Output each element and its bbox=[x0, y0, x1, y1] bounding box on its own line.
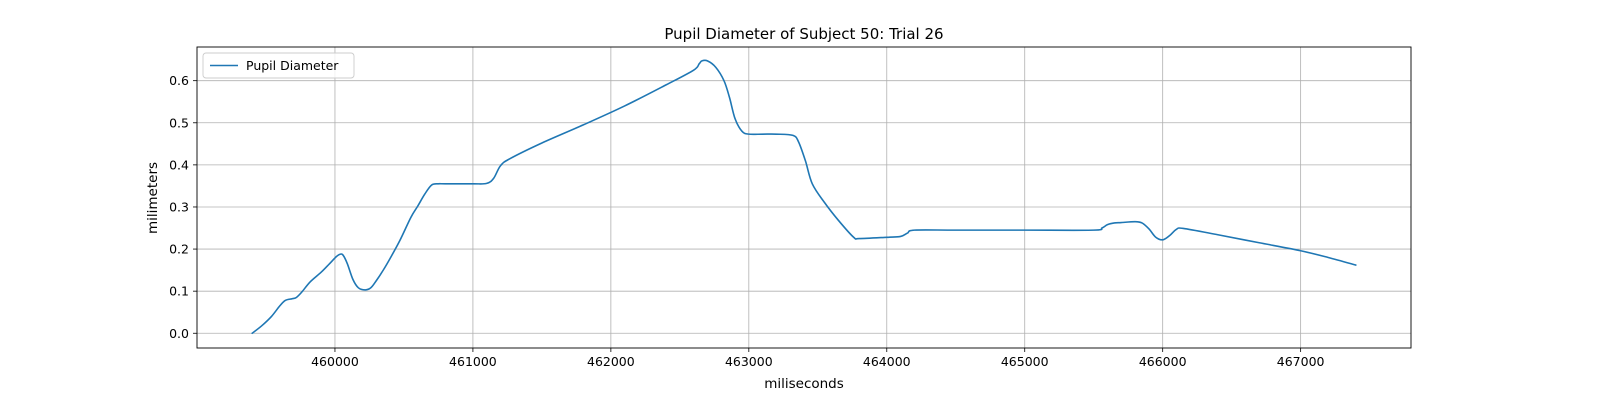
legend: Pupil Diameter bbox=[202, 52, 355, 79]
y-tick-label: 0.0 bbox=[169, 326, 189, 341]
y-tick-label: 0.2 bbox=[169, 242, 189, 257]
series-line-pupil-diameter bbox=[251, 59, 1357, 335]
grid-lines bbox=[197, 47, 1411, 348]
y-axis-ticks: 0.0 0.1 0.2 0.3 0.4 0.5 0.6 bbox=[169, 73, 197, 341]
x-tick-label: 465000 bbox=[1001, 354, 1049, 369]
legend-label: Pupil Diameter bbox=[246, 58, 339, 73]
x-tick-label: 460000 bbox=[311, 354, 359, 369]
plot-area-frame bbox=[196, 46, 1412, 349]
y-tick-label: 0.6 bbox=[169, 73, 189, 88]
y-tick-label: 0.4 bbox=[169, 157, 189, 172]
x-tick-label: 462000 bbox=[587, 354, 635, 369]
chart-title: Pupil Diameter of Subject 50: Trial 26 bbox=[664, 25, 943, 43]
x-axis-ticks: 460000 461000 462000 463000 464000 465000 4660… bbox=[311, 348, 1325, 369]
y-tick-label: 0.3 bbox=[169, 199, 189, 214]
x-tick-label: 464000 bbox=[863, 354, 911, 369]
legend-box bbox=[202, 52, 355, 79]
x-tick-label: 466000 bbox=[1139, 354, 1187, 369]
y-tick-label: 0.5 bbox=[169, 115, 189, 130]
x-tick-label: 467000 bbox=[1277, 354, 1325, 369]
x-tick-label: 461000 bbox=[449, 354, 497, 369]
y-tick-label: 0.1 bbox=[169, 284, 189, 299]
x-tick-label: 463000 bbox=[725, 354, 773, 369]
y-axis-label: milimeters bbox=[145, 162, 161, 234]
x-axis-label: miliseconds bbox=[764, 376, 844, 392]
